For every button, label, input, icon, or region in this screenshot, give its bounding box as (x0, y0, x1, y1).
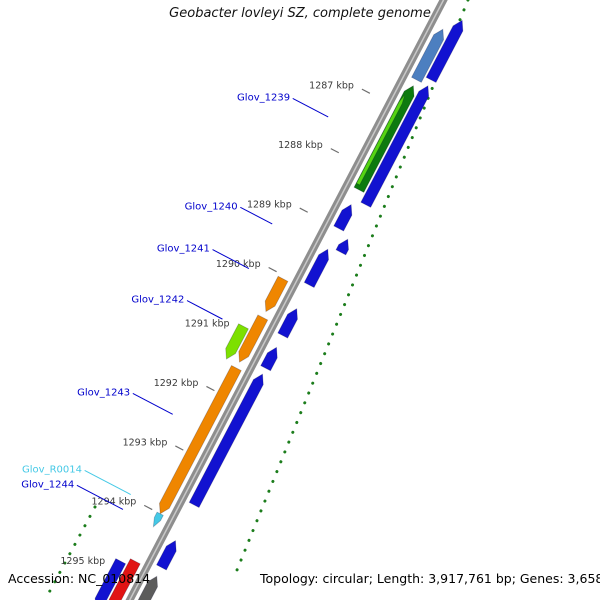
tick-mark-1290 (268, 266, 277, 273)
label-leader-Glov_R0014 (84, 469, 131, 495)
gene-arrow[interactable] (360, 85, 430, 208)
tick-label-1292: 1292 kbp (154, 378, 199, 389)
tick-label-1295: 1295 kbp (60, 556, 105, 567)
label-leader-Glov_1239 (292, 97, 329, 118)
tick-label-1289: 1289 kbp (247, 199, 292, 210)
tick-label-1291: 1291 kbp (185, 318, 230, 329)
gene-arrow-Glov_1244[interactable] (156, 539, 177, 571)
gene-arrow[interactable] (108, 558, 141, 600)
page-title: Geobacter lovleyi SZ, complete genome (169, 6, 431, 21)
gene-arrow[interactable] (411, 28, 444, 83)
tick-mark-1287 (361, 88, 371, 94)
gene-label-Glov_1239[interactable]: Glov_1239 (237, 93, 290, 104)
gc-dotted-track-left (43, 505, 97, 600)
gene-arrow[interactable] (425, 19, 464, 83)
gene-label-Glov_1242[interactable]: Glov_1242 (131, 295, 184, 306)
gene-label-Glov_1240[interactable]: Glov_1240 (185, 201, 238, 212)
tick-mark-1293 (175, 445, 184, 451)
gene-label-Glov_1244[interactable]: Glov_1244 (21, 479, 74, 490)
gene-arrow[interactable] (335, 238, 349, 256)
gene-arrow[interactable] (260, 346, 278, 372)
tick-mark-1288 (330, 148, 340, 154)
tick-mark-1289 (299, 207, 308, 213)
tick-mark-1292 (206, 385, 215, 392)
gene-arrow[interactable] (188, 373, 264, 509)
tick-label-1287: 1287 kbp (309, 80, 354, 91)
label-leader-Glov_1241 (212, 249, 250, 270)
gene-arrow[interactable] (238, 314, 269, 363)
gene-arrow-Glov_R0014[interactable] (152, 511, 164, 528)
gc-dotted-track-right (235, 0, 470, 572)
tick-label-1288: 1288 kbp (278, 140, 323, 151)
label-leader-Glov_1244 (76, 484, 124, 510)
gene-label-Glov_1241[interactable]: Glov_1241 (157, 244, 210, 255)
gene-arrow[interactable] (333, 203, 353, 232)
gene-arrow-Glov_1240[interactable] (303, 248, 329, 289)
gene-arrow[interactable] (126, 575, 158, 600)
gene-arrow-Glov_1241[interactable] (264, 275, 289, 313)
accession-text: Accession: NC_010814 (8, 571, 151, 586)
tick-mark-1294 (143, 504, 153, 511)
tick-label-1294: 1294 kbp (92, 497, 137, 508)
gene-arrow-Glov_1243[interactable] (159, 364, 242, 515)
label-leader-Glov_1243 (132, 392, 173, 415)
label-leader-Glov_1240 (240, 206, 273, 225)
tick-label-1290: 1290 kbp (216, 259, 261, 270)
genome-backbone-center (128, 0, 445, 600)
gene-arrow[interactable] (355, 94, 406, 186)
gene-arrow[interactable] (277, 308, 298, 339)
gene-label-Glov_1243[interactable]: Glov_1243 (77, 388, 130, 399)
gene-label-Glov_R0014[interactable]: Glov_R0014 (22, 465, 82, 476)
label-leader-Glov_1242 (186, 300, 223, 320)
tick-label-1293: 1293 kbp (123, 437, 168, 448)
gene-arrow-Glov_1242[interactable] (225, 323, 249, 360)
gene-arrow[interactable] (94, 558, 127, 600)
genome-info-text: Topology: circular; Length: 3,917,761 bp… (260, 571, 600, 586)
